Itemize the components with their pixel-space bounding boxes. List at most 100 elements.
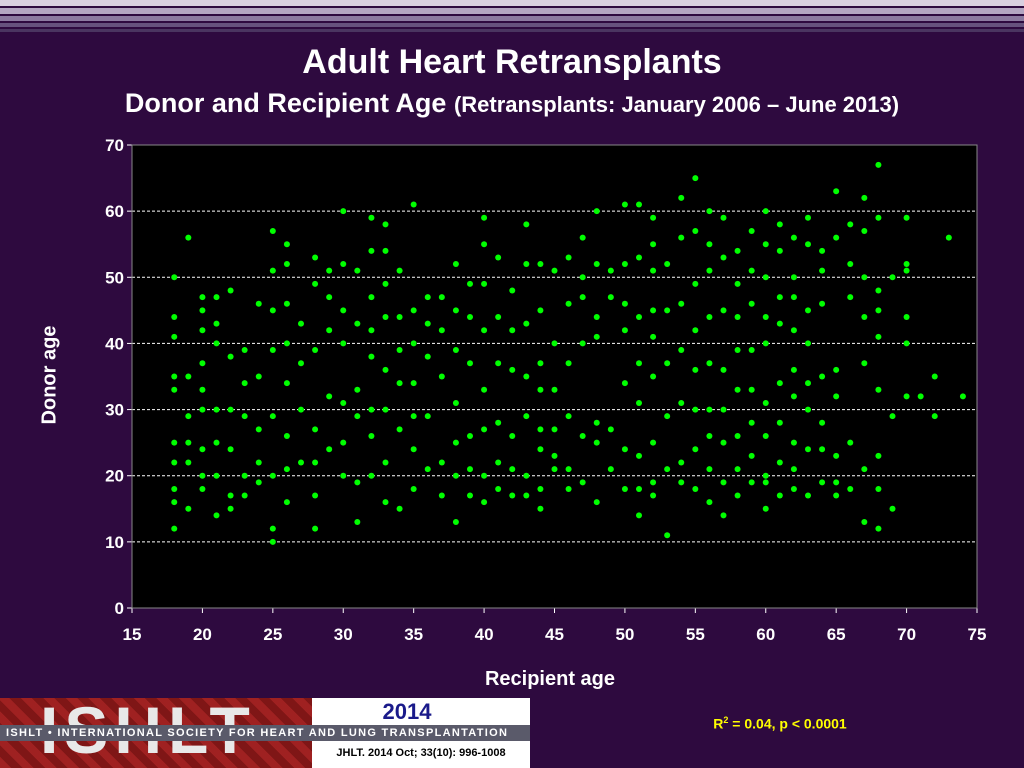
y-tick-label: 30 bbox=[105, 401, 124, 420]
data-point bbox=[678, 194, 685, 201]
data-point bbox=[889, 505, 896, 512]
data-point bbox=[396, 426, 403, 433]
slide-title: Adult Heart Retransplants bbox=[302, 43, 722, 81]
data-point bbox=[171, 525, 178, 532]
data-point bbox=[861, 360, 868, 367]
y-tick-label: 40 bbox=[105, 334, 124, 353]
data-point bbox=[790, 294, 797, 301]
data-point bbox=[664, 261, 671, 268]
data-point bbox=[762, 399, 769, 406]
data-point bbox=[523, 492, 530, 499]
data-point bbox=[593, 261, 600, 268]
data-point bbox=[537, 307, 544, 314]
data-point bbox=[481, 386, 488, 393]
data-point bbox=[185, 459, 192, 466]
data-point bbox=[241, 413, 248, 420]
data-point bbox=[551, 386, 558, 393]
data-point bbox=[621, 485, 628, 492]
data-point bbox=[903, 267, 910, 274]
data-point bbox=[340, 472, 347, 479]
regression-stats: R2 = 0.04, p < 0.0001 bbox=[640, 715, 920, 732]
data-point bbox=[790, 393, 797, 400]
data-point bbox=[776, 320, 783, 327]
subtitle-date-range: (Retransplants: January 2006 – June 2013… bbox=[453, 92, 900, 117]
data-point bbox=[171, 459, 178, 466]
data-point bbox=[467, 492, 473, 499]
data-point bbox=[790, 366, 797, 373]
data-point bbox=[199, 472, 206, 479]
data-point bbox=[607, 426, 614, 433]
data-point bbox=[903, 313, 910, 320]
citation-box bbox=[312, 741, 530, 768]
data-point bbox=[692, 327, 699, 334]
data-point bbox=[678, 234, 685, 241]
data-point bbox=[185, 373, 192, 380]
data-point bbox=[621, 380, 628, 387]
data-point bbox=[776, 380, 783, 387]
data-point bbox=[593, 208, 600, 215]
data-point bbox=[805, 214, 811, 221]
data-point bbox=[382, 366, 389, 373]
data-point bbox=[269, 307, 276, 314]
data-point bbox=[312, 280, 319, 287]
data-point bbox=[551, 452, 558, 459]
logo-year: 2014 bbox=[382, 699, 432, 724]
data-point bbox=[312, 426, 319, 433]
data-point bbox=[481, 214, 488, 221]
x-axis-title: Recipient age bbox=[484, 668, 616, 690]
data-point bbox=[720, 439, 727, 446]
data-point bbox=[213, 294, 220, 301]
data-point bbox=[861, 519, 868, 526]
data-point bbox=[424, 466, 431, 473]
stats-values: = 0.04, p < 0.0001 bbox=[728, 715, 847, 732]
data-point bbox=[171, 313, 178, 320]
data-point bbox=[579, 479, 586, 486]
data-point bbox=[889, 413, 896, 420]
data-point bbox=[636, 201, 642, 208]
data-point bbox=[678, 479, 685, 486]
data-point bbox=[298, 320, 304, 327]
x-tick-label: 60 bbox=[756, 625, 775, 644]
data-point bbox=[875, 214, 882, 221]
data-point bbox=[636, 313, 642, 320]
data-point bbox=[889, 274, 896, 281]
x-tick-label: 70 bbox=[897, 625, 916, 644]
data-point bbox=[537, 261, 544, 268]
data-point bbox=[664, 466, 671, 473]
data-point bbox=[368, 472, 375, 479]
data-point bbox=[227, 505, 234, 512]
data-point bbox=[678, 399, 685, 406]
data-point bbox=[354, 320, 361, 327]
data-point bbox=[467, 313, 473, 320]
data-point bbox=[593, 439, 600, 446]
data-point bbox=[692, 485, 699, 492]
y-tick-label: 20 bbox=[105, 467, 124, 486]
data-point bbox=[621, 261, 628, 268]
data-point bbox=[706, 267, 713, 274]
data-point bbox=[255, 459, 262, 466]
x-tick-label: 15 bbox=[123, 625, 142, 644]
data-point bbox=[495, 254, 502, 261]
data-point bbox=[312, 347, 319, 354]
data-point bbox=[467, 280, 473, 287]
data-point bbox=[748, 300, 755, 307]
data-point bbox=[199, 485, 206, 492]
data-point bbox=[706, 499, 713, 506]
data-point bbox=[298, 459, 304, 466]
data-point bbox=[382, 499, 389, 506]
data-point bbox=[593, 333, 600, 340]
data-point bbox=[762, 241, 769, 248]
data-point bbox=[790, 485, 797, 492]
data-point bbox=[748, 267, 755, 274]
data-point bbox=[861, 466, 868, 473]
data-point bbox=[579, 274, 586, 281]
data-point bbox=[467, 360, 473, 367]
scatter-chart: 0 10 20 30 40 50 60 70 15 20 25 30 35 40 45 50 55 60 65 70… bbox=[105, 136, 986, 644]
data-point bbox=[607, 267, 614, 274]
data-point bbox=[269, 227, 276, 234]
data-point bbox=[396, 313, 403, 320]
data-point bbox=[438, 327, 445, 334]
data-point bbox=[790, 234, 797, 241]
data-point bbox=[509, 492, 516, 499]
data-point bbox=[438, 492, 445, 499]
